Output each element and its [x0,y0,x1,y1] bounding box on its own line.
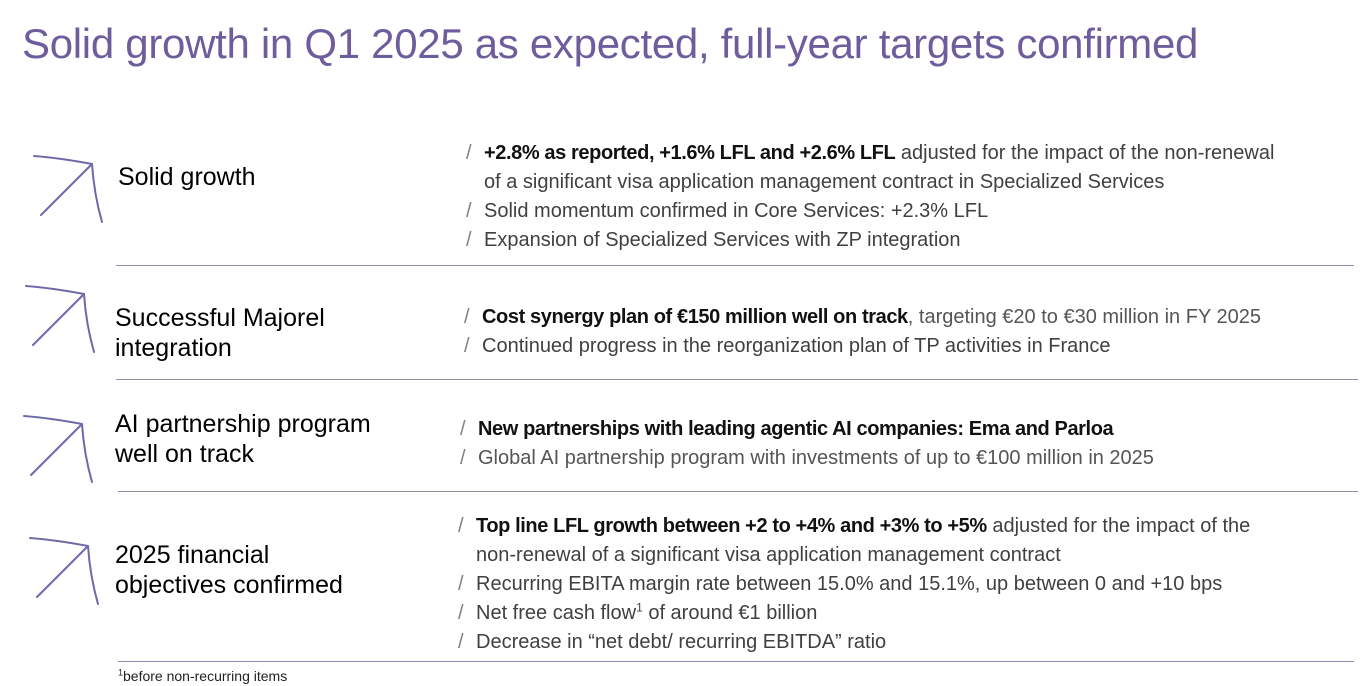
bullet-list-financial-objectives: / Top line LFL growth between +2 to +4% a… [458,512,1250,657]
arrow-up-right-icon [22,280,102,360]
bullet-item: / Net free cash flow1 of around €1 billio… [458,600,818,624]
section-heading-ai-partnership: AI partnership program well on track [115,410,371,468]
arrow-up-right-icon [20,410,100,490]
arrow-up-right-icon [30,150,110,230]
bullet-item: / Cost synergy plan of €150 million well … [464,306,1261,328]
section-divider [116,265,1354,266]
bullet-item: / Solid momentum confirmed in Core Servic… [466,200,989,222]
section-divider [118,491,1358,492]
bullet-item: / Decrease in “net debt/ recurring EBITDA… [458,631,887,653]
bullet-item: / New partnerships with leading agentic A… [460,418,1114,440]
bullet-item: / Top line LFL growth between +2 to +4% a… [458,515,1251,566]
bullet-list-majorel-integration: / Cost synergy plan of €150 million well … [464,303,1261,361]
bullet-item: / Global AI partnership program with inve… [460,447,1154,469]
section-heading-majorel-integration: Successful Majorel integration [115,304,325,362]
section-heading-financial-objectives: 2025 financial objectives confirmed [115,541,343,599]
footnote: 1before non-recurring items [118,667,288,684]
arrow-up-right-icon [26,532,106,612]
bullet-item: / Recurring EBITA margin rate between 15.… [458,573,1223,595]
bullet-item: / +2.8% as reported, +1.6% LFL and +2.6% … [466,142,1275,193]
bullet-list-ai-partnership: / New partnerships with leading agentic A… [460,415,1154,473]
section-divider [118,661,1354,662]
section-heading-solid-growth: Solid growth [118,163,256,191]
bullet-item: / Continued progress in the reorganizatio… [464,335,1111,357]
section-divider [116,379,1358,380]
bullet-item: / Expansion of Specialized Services with … [466,229,961,251]
page-title: Solid growth in Q1 2025 as expected, ful… [22,20,1199,67]
bullet-list-solid-growth: / +2.8% as reported, +1.6% LFL and +2.6% … [466,139,1274,255]
